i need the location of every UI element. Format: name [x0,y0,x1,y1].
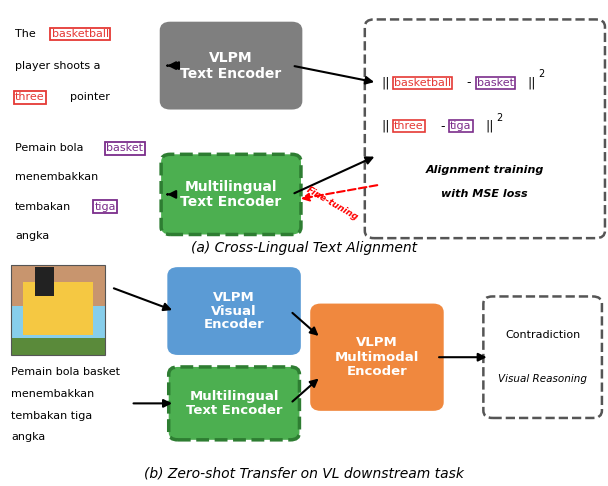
Text: player shoots a: player shoots a [15,61,101,70]
Text: -: - [463,76,476,89]
Text: basket: basket [477,78,514,87]
Text: Alignment training: Alignment training [426,165,544,175]
FancyBboxPatch shape [161,23,301,108]
Text: Contradiction: Contradiction [505,330,580,340]
Text: ||: || [528,76,536,89]
Text: with MSE loss: with MSE loss [441,190,528,199]
Text: angka: angka [15,231,49,241]
Text: ||: || [381,120,390,133]
Bar [23,282,93,335]
Text: tembakan: tembakan [15,202,72,211]
Text: tiga: tiga [450,122,471,131]
Text: Fine-tuning: Fine-tuning [305,186,361,223]
Bar [35,267,54,296]
Text: ||: || [485,120,494,133]
Text: tembakan tiga: tembakan tiga [11,411,92,420]
Text: Multilingual: Multilingual [185,180,277,194]
Text: basketball: basketball [52,29,109,39]
Text: The: The [15,29,40,39]
Text: ||: || [381,76,390,89]
Text: basket: basket [106,143,143,153]
Text: three: three [15,92,45,102]
Text: Text Encoder: Text Encoder [181,67,282,81]
Text: 2: 2 [539,69,545,79]
Text: Encoder: Encoder [204,318,264,331]
Text: Text Encoder: Text Encoder [181,195,282,208]
Bar [11,265,105,355]
Text: VLPM: VLPM [213,291,255,304]
Text: Pemain bola: Pemain bola [15,143,84,153]
FancyBboxPatch shape [483,296,602,418]
Text: menembakkan: menembakkan [11,389,94,399]
Text: Visual Reasoning: Visual Reasoning [498,374,587,384]
Text: VLPM: VLPM [356,336,398,349]
Text: Pemain bola basket: Pemain bola basket [11,367,120,377]
Text: Visual: Visual [211,305,257,317]
Text: Text Encoder: Text Encoder [186,404,282,417]
FancyBboxPatch shape [168,367,299,440]
Text: pointer: pointer [70,92,110,102]
Text: three: three [394,122,424,131]
Text: basketball: basketball [394,78,451,87]
Text: Encoder: Encoder [347,365,407,378]
FancyBboxPatch shape [365,19,605,238]
Text: (b) Zero-shot Transfer on VL downstream task: (b) Zero-shot Transfer on VL downstream … [144,467,464,481]
Text: VLPM: VLPM [209,51,253,65]
Bar [11,338,105,355]
Text: Multilingual: Multilingual [189,390,279,403]
Text: tiga: tiga [94,202,116,211]
Text: 2: 2 [496,113,502,122]
Text: menembakkan: menembakkan [15,173,98,182]
Text: -: - [437,120,449,133]
Text: (a) Cross-Lingual Text Alignment: (a) Cross-Lingual Text Alignment [191,241,417,255]
FancyBboxPatch shape [311,305,442,409]
Text: Multimodal: Multimodal [335,351,419,364]
FancyBboxPatch shape [168,268,299,354]
Bar [11,265,105,306]
FancyBboxPatch shape [161,155,301,235]
Text: angka: angka [11,433,45,442]
